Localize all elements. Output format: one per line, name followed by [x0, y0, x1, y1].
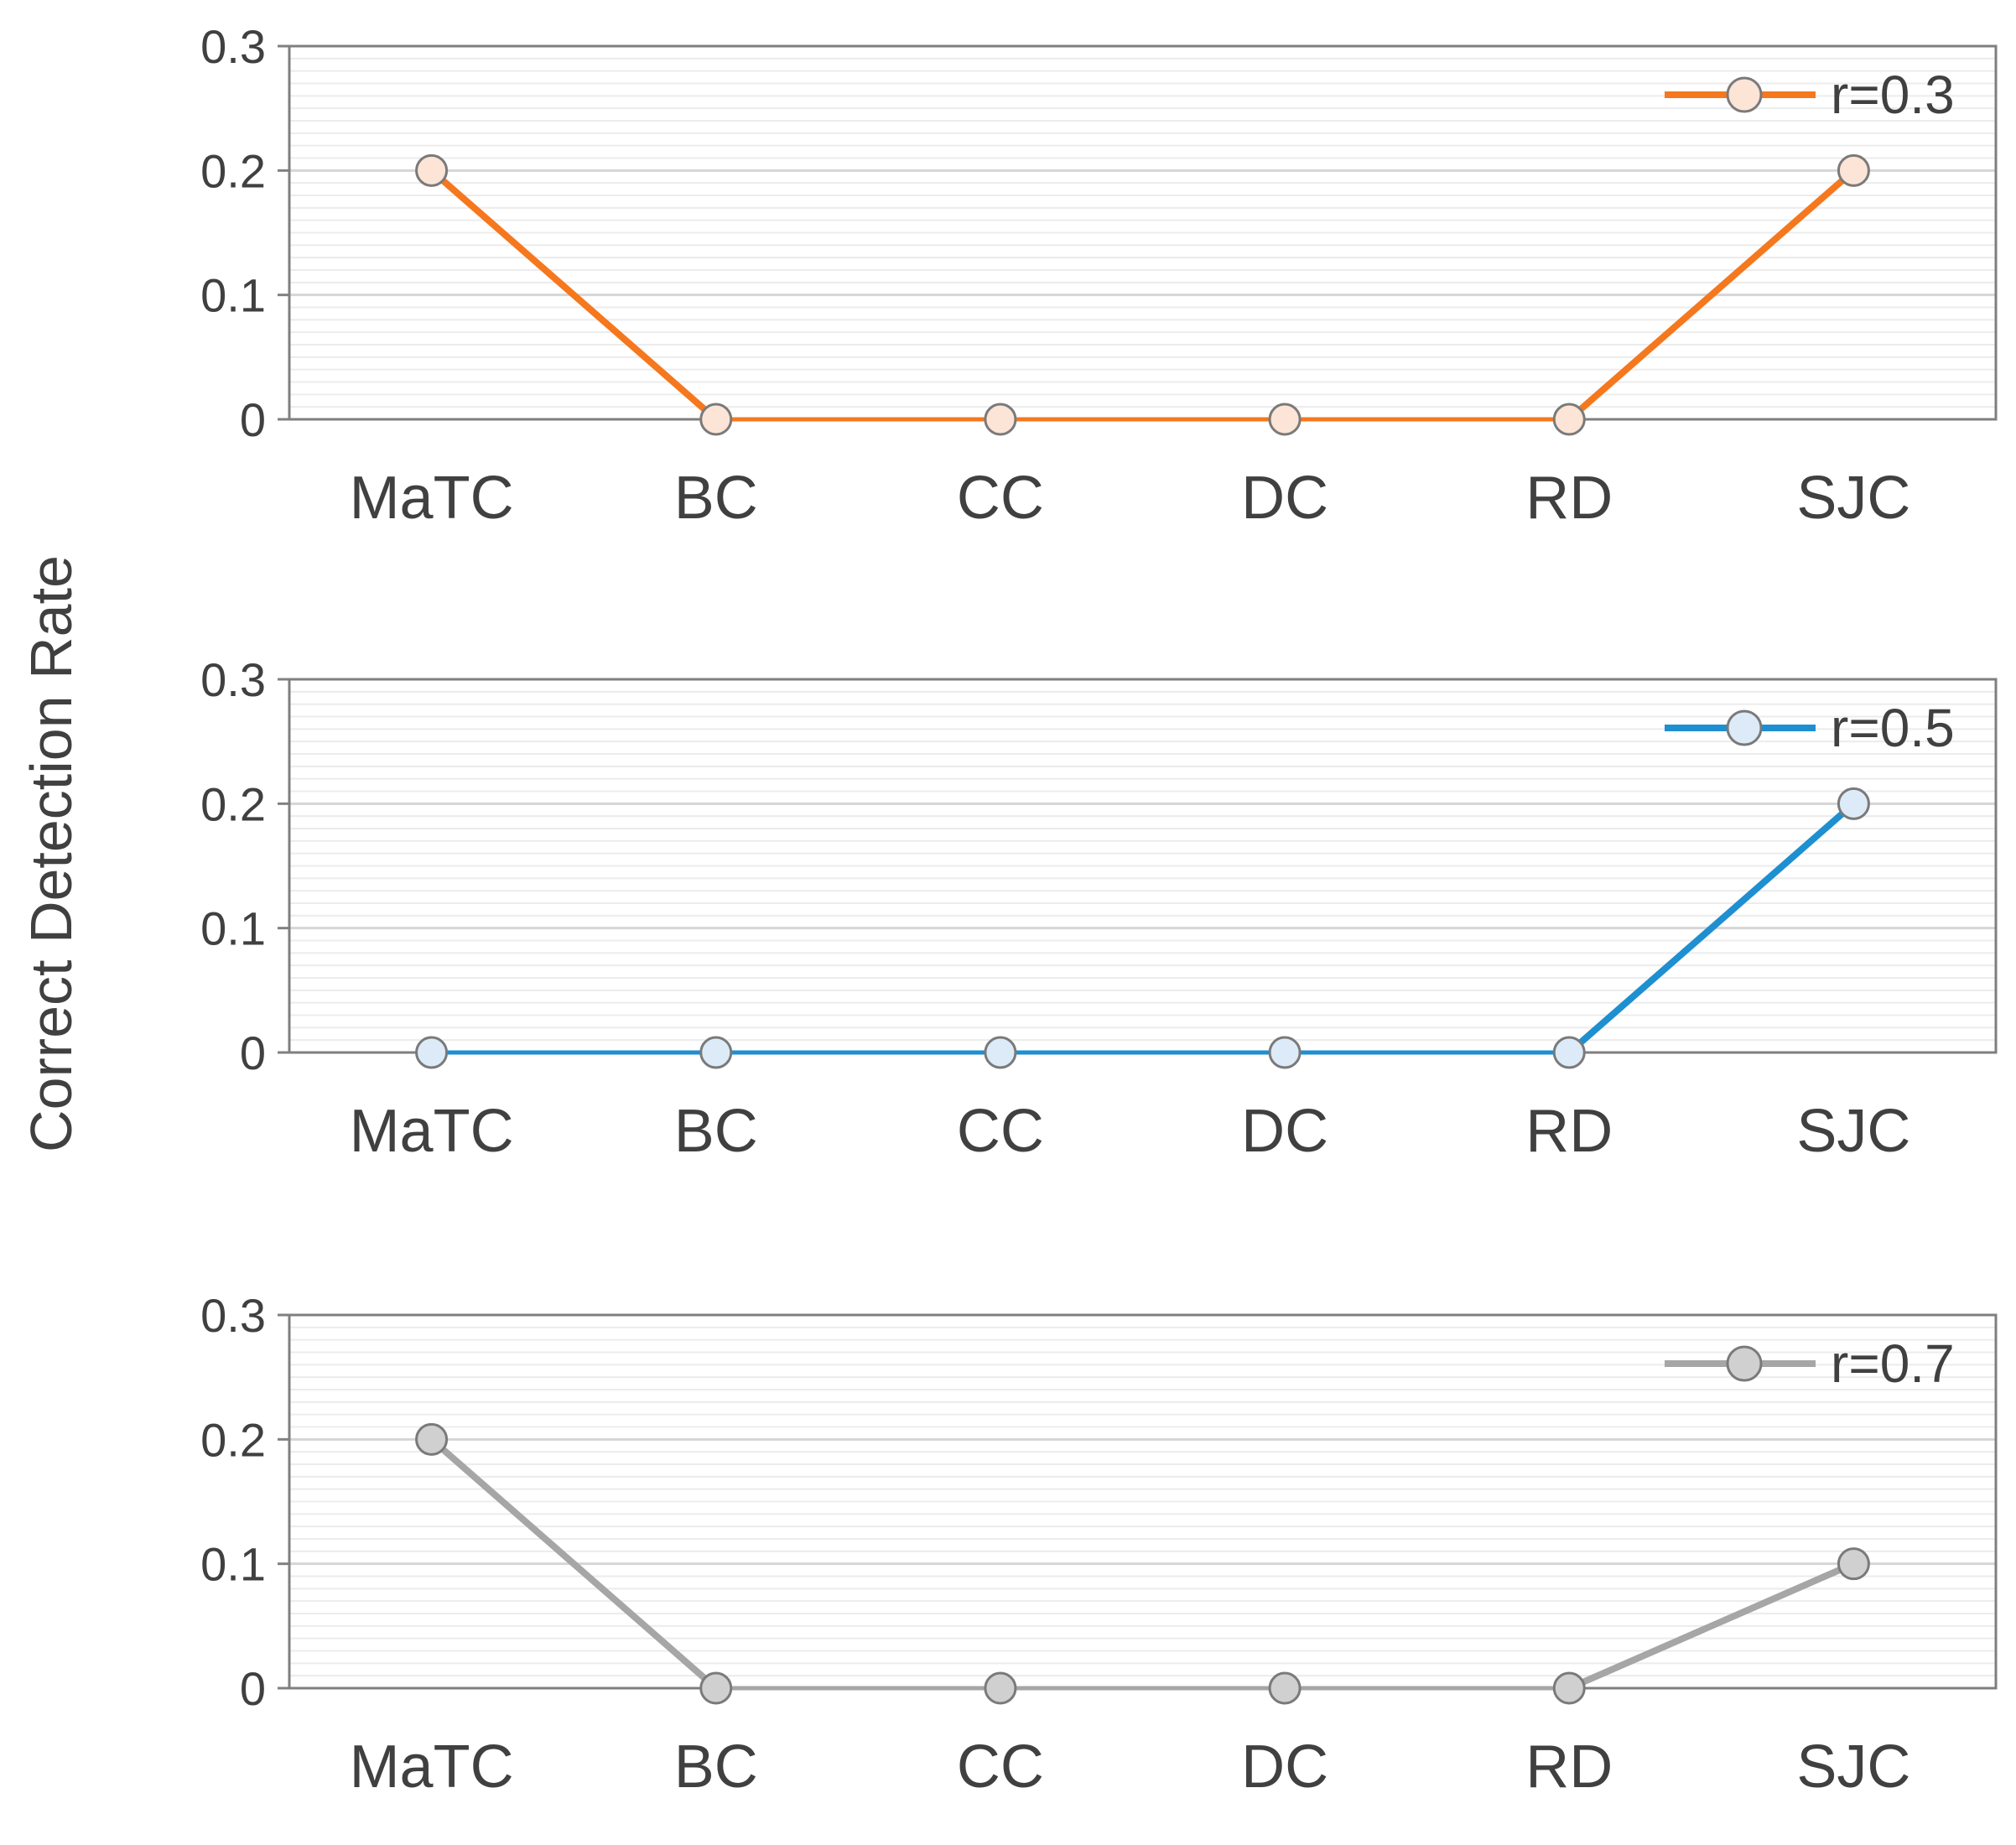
x-category-label: BC: [674, 465, 758, 532]
y-tick-label: 0.2: [200, 1413, 266, 1466]
series-line-segment: [1566, 1560, 1858, 1692]
data-point: [699, 403, 733, 436]
x-category-label: DC: [1241, 465, 1328, 532]
chart-panel-1: 0 0.1 0.2 0.3 MaTC BC CC DC RD SJC r=0.3: [200, 20, 1998, 532]
data-point: [415, 1422, 449, 1456]
legend-marker: [1726, 709, 1763, 746]
data-point: [1837, 153, 1870, 187]
x-category-label: SJC: [1796, 1733, 1910, 1801]
y-tick-label: 0.2: [200, 777, 266, 830]
chart-panel-2: 0 0.1 0.2 0.3 MaTC BC CC DC RD SJC r=0.5: [200, 653, 1998, 1165]
legend-label: r=0.5: [1831, 698, 1955, 758]
x-category-label: DC: [1241, 1098, 1328, 1165]
y-tick-label: 0.3: [200, 1289, 266, 1342]
series-line-segment: [428, 1436, 720, 1692]
data-point: [699, 1036, 733, 1069]
data-point: [1268, 1671, 1302, 1705]
x-category-label: MaTC: [350, 465, 514, 532]
data-point: [1552, 1036, 1586, 1069]
legend-marker: [1726, 1345, 1763, 1382]
x-category-label: CC: [957, 1098, 1044, 1165]
series-line-segment: [428, 167, 720, 423]
data-point: [1837, 1547, 1870, 1581]
data-point: [1837, 787, 1870, 820]
series-line-segment: [1566, 800, 1858, 1056]
data-point: [699, 1671, 733, 1705]
y-tick-label: 0.1: [200, 1538, 266, 1591]
x-category-label: CC: [957, 1733, 1044, 1801]
x-category-label: RD: [1525, 1733, 1613, 1801]
y-tick-label: 0.1: [200, 902, 266, 955]
data-point: [984, 403, 1017, 436]
data-point: [1552, 403, 1586, 436]
x-category-label: MaTC: [350, 1098, 514, 1165]
y-axis-label: Correct Detection Rate: [18, 555, 84, 1152]
legend-label: r=0.3: [1831, 65, 1955, 125]
y-tick-label: 0.2: [200, 144, 266, 197]
x-category-label: DC: [1241, 1733, 1328, 1801]
data-point: [984, 1036, 1017, 1069]
x-category-label: BC: [674, 1733, 758, 1801]
y-tick-label: 0: [240, 1662, 266, 1715]
chart-panel-3: 0 0.1 0.2 0.3 MaTC BC CC DC RD SJC r=0.7: [200, 1289, 1998, 1801]
legend-marker: [1726, 76, 1763, 113]
x-category-label: SJC: [1796, 1098, 1910, 1165]
y-tick-label: 0: [240, 393, 266, 446]
y-tick-label: 0: [240, 1026, 266, 1079]
data-point: [984, 1671, 1017, 1705]
y-tick-label: 0.3: [200, 20, 266, 73]
y-tick-label: 0.1: [200, 269, 266, 322]
data-point: [415, 153, 449, 187]
x-category-label: MaTC: [350, 1733, 514, 1801]
x-category-label: BC: [674, 1098, 758, 1165]
series-line-segment: [1566, 167, 1858, 423]
y-tick-label: 0.3: [200, 653, 266, 706]
legend-label: r=0.7: [1831, 1333, 1955, 1394]
x-category-label: CC: [957, 465, 1044, 532]
data-point: [1268, 1036, 1302, 1069]
x-category-label: RD: [1525, 1098, 1613, 1165]
chart-panels: 0 0.1 0.2 0.3 MaTC BC CC DC RD SJC r=0.3 0 0.1 0.2 0.3…: [200, 20, 1998, 1801]
data-point: [1268, 403, 1302, 436]
x-category-label: RD: [1525, 465, 1613, 532]
data-point: [415, 1036, 449, 1069]
x-category-label: SJC: [1796, 465, 1910, 532]
data-point: [1552, 1671, 1586, 1705]
